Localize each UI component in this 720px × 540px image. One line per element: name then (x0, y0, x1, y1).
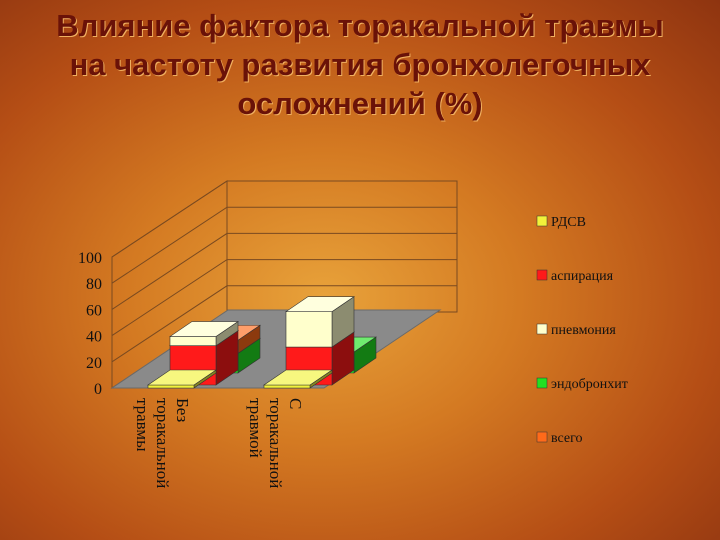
bar-пневмония (169, 320, 239, 347)
legend-swatch (536, 323, 548, 335)
category-label: травмой (246, 398, 265, 458)
category-label: торакальной (266, 398, 285, 488)
y-tick-label: 60 (86, 302, 102, 319)
gridline (111, 285, 457, 363)
y-tick-label: 20 (86, 355, 102, 372)
bar-РДСВ-top (263, 369, 333, 386)
bar-пневмония-top (285, 296, 355, 312)
legend-label: аспирация (551, 269, 614, 284)
y-tick-label: 100 (78, 250, 102, 267)
bar-пневмония-front (169, 336, 217, 347)
legend-swatch (536, 377, 548, 389)
bar-РДСВ-front (263, 384, 311, 389)
gridline (111, 206, 457, 284)
bar-пневмония-front (285, 311, 333, 348)
legend-swatch (536, 431, 548, 443)
legend-label: пневмония (551, 323, 616, 338)
gridline (111, 232, 457, 310)
legend-label: эндобронхит (551, 377, 628, 392)
chart-back-wall (226, 180, 458, 313)
bar-РДСВ-front (147, 384, 195, 389)
category-label: торакальной (153, 398, 172, 488)
legend-label: РДСВ (551, 215, 586, 230)
bar-РДСВ (147, 369, 217, 389)
bar-РДСВ-top (147, 369, 217, 386)
category-label: С (286, 398, 305, 409)
gridline (111, 180, 457, 258)
category-label: Без (173, 398, 192, 423)
chart-title: Влияние фактора торакальной травмы на ча… (0, 6, 720, 123)
bar-РДСВ (263, 369, 333, 389)
y-tick-label: 40 (86, 329, 102, 346)
title-line-2: на частоту развития бронхолегочных (69, 47, 651, 82)
title-line-3: осложнений (%) (237, 86, 483, 121)
y-tick-label: 0 (94, 381, 102, 398)
title-line-1: Влияние фактора торакальной травмы (56, 8, 664, 43)
legend-swatch (536, 269, 548, 281)
bar-пневмония-top (169, 321, 239, 337)
y-tick-label: 80 (86, 276, 102, 293)
legend-label: всего (551, 431, 583, 446)
category-label: травмы (133, 398, 152, 452)
gridline (111, 259, 457, 337)
bar-пневмония (285, 296, 355, 348)
legend-swatch (536, 215, 548, 227)
